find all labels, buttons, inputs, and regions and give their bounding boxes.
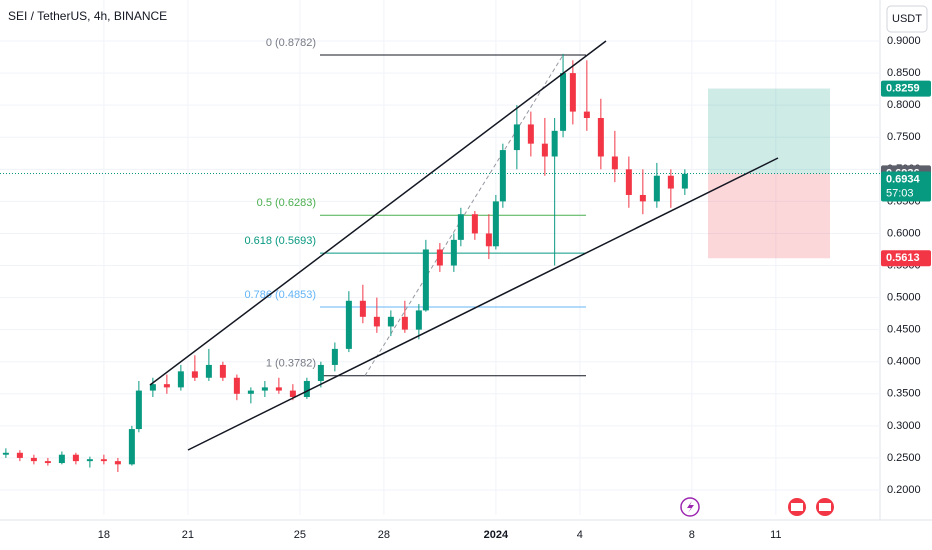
y-tick-label: 0.3500 xyxy=(887,388,921,400)
candle-body xyxy=(163,384,170,388)
candle-body xyxy=(114,461,121,465)
fib-label: 1 (0.3782) xyxy=(266,358,316,370)
x-tick-label: 8 xyxy=(689,529,695,541)
trendline-lower xyxy=(187,157,779,451)
candle-body xyxy=(436,249,443,266)
fib-label: 0 (0.8782) xyxy=(266,37,316,49)
price-label: 0.5613 xyxy=(886,252,920,264)
y-tick-label: 0.4000 xyxy=(887,356,921,368)
candle-body xyxy=(560,73,567,131)
candle-body xyxy=(128,429,135,465)
y-tick-label: 0.7500 xyxy=(887,131,921,143)
currency-label: USDT xyxy=(892,13,922,25)
fib-label: 0.5 (0.6283) xyxy=(257,197,316,209)
candle-body xyxy=(485,233,492,247)
x-tick-label: 21 xyxy=(182,529,194,541)
candle-body xyxy=(387,316,394,327)
y-tick-label: 0.9000 xyxy=(887,35,921,47)
candle-body xyxy=(86,459,93,462)
x-tick-label: 2024 xyxy=(484,529,509,541)
candle-body xyxy=(569,73,576,112)
target-zone xyxy=(708,88,830,174)
flag-stripes xyxy=(819,503,831,511)
y-tick-label: 0.2500 xyxy=(887,452,921,464)
candle-body xyxy=(289,390,296,397)
x-tick-label: 18 xyxy=(98,529,110,541)
candle-body xyxy=(373,316,380,327)
countdown-label: 57:03 xyxy=(886,187,914,199)
x-tick-label: 4 xyxy=(577,529,583,541)
candle-body xyxy=(30,457,37,462)
last-price-label: 0.6934 xyxy=(886,173,921,185)
candle-body xyxy=(513,124,520,151)
candle-body xyxy=(611,156,618,170)
candle-body xyxy=(331,348,338,365)
y-tick-label: 0.3000 xyxy=(887,420,921,432)
x-tick-label: 28 xyxy=(378,529,390,541)
candle-body xyxy=(639,194,646,202)
candle-body xyxy=(583,111,590,119)
fib-label: 0.786 (0.4853) xyxy=(244,289,316,301)
candle-body xyxy=(149,384,156,391)
candle-body xyxy=(681,173,688,189)
flag-stripes xyxy=(791,503,803,511)
currency-button[interactable] xyxy=(886,5,928,33)
y-tick-label: 0.8500 xyxy=(887,67,921,79)
candle-body xyxy=(58,454,65,464)
candle-body xyxy=(177,371,184,388)
candle-body xyxy=(317,364,324,381)
price-label: 0.8259 xyxy=(886,82,920,94)
candle-body xyxy=(499,150,506,202)
candle-body xyxy=(492,201,499,247)
candle-body xyxy=(597,118,604,157)
candle-body xyxy=(471,214,478,234)
last-price-bg xyxy=(881,171,931,202)
price-label-bg xyxy=(881,250,931,267)
candle-body xyxy=(233,377,240,394)
candle-body xyxy=(261,387,268,391)
chart-title: SEI / TetherUS, 4h, BINANCE xyxy=(8,9,167,23)
stop-zone xyxy=(708,173,830,259)
y-tick-label: 0.4500 xyxy=(887,324,921,336)
candle-body xyxy=(100,459,107,462)
candle-body xyxy=(625,169,632,195)
y-tick-label: 0.6000 xyxy=(887,227,921,239)
candle-body xyxy=(345,300,352,349)
candle-body xyxy=(401,316,408,330)
x-tick-label: 11 xyxy=(770,529,781,541)
candle-body xyxy=(527,124,534,144)
candle-body xyxy=(422,249,429,311)
candle-body xyxy=(551,130,558,157)
y-tick-label: 0.5000 xyxy=(887,291,921,303)
candle-body xyxy=(415,310,422,330)
candle-body xyxy=(72,454,79,462)
candle-body xyxy=(653,175,660,202)
candle-body xyxy=(457,214,464,240)
candle-body xyxy=(667,175,674,189)
candle-body xyxy=(541,143,548,157)
trendline-upper xyxy=(149,40,607,386)
price-label-bg xyxy=(881,80,931,97)
candle-body xyxy=(44,461,51,464)
candle-body xyxy=(359,300,366,317)
candle-body xyxy=(303,380,310,397)
y-tick-label: 0.8000 xyxy=(887,99,921,111)
y-tick-label: 0.2000 xyxy=(887,484,921,496)
candle-body xyxy=(247,390,254,394)
candle-body xyxy=(450,239,457,266)
candle-body xyxy=(2,452,9,455)
x-tick-label: 25 xyxy=(294,529,306,541)
candle-body xyxy=(135,390,142,430)
candle-body xyxy=(219,364,226,378)
lightning xyxy=(687,501,694,513)
candle-body xyxy=(275,387,282,391)
fib-label: 0.618 (0.5693) xyxy=(244,235,316,247)
candle-body xyxy=(191,371,198,378)
candle-body xyxy=(205,364,212,378)
candle-body xyxy=(16,452,23,458)
